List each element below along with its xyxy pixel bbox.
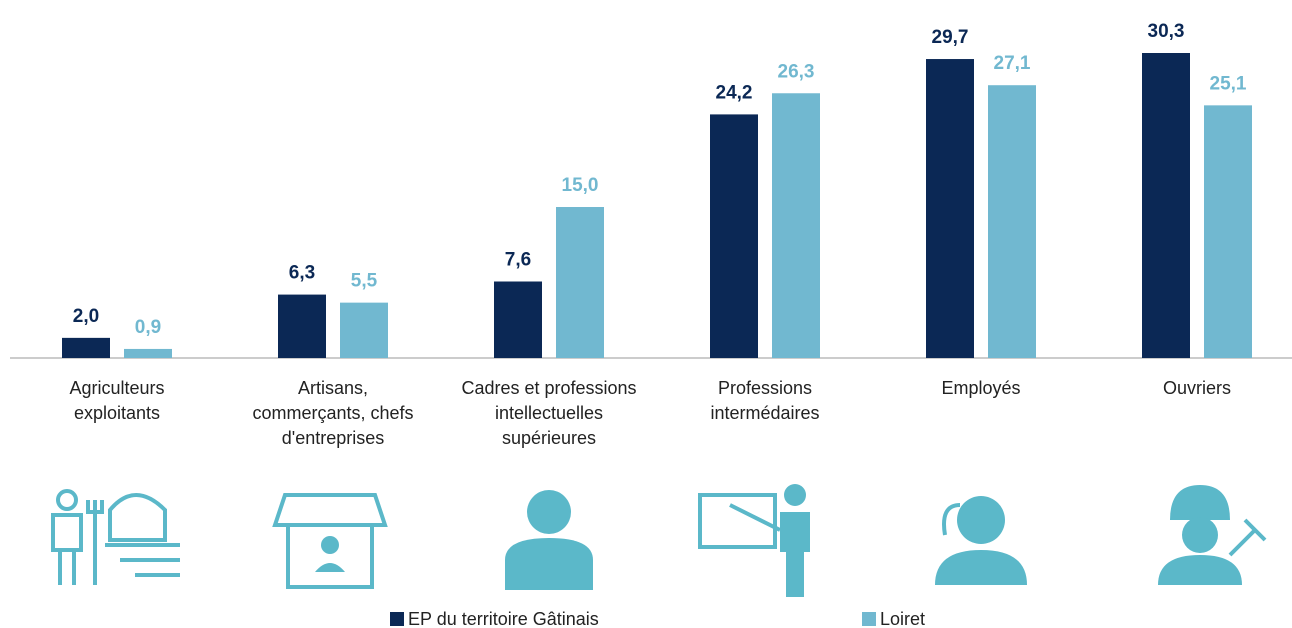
bar: [278, 294, 326, 358]
x-tick-label: Ouvriers: [1162, 378, 1231, 398]
value-label: 0,9: [135, 317, 161, 338]
icon-shop: [272, 493, 388, 589]
bar: [340, 302, 388, 358]
value-label: 25,1: [1210, 73, 1247, 94]
icon-phone: [935, 496, 1027, 585]
value-label: 29,7: [932, 27, 969, 48]
icon-worker: [1158, 485, 1267, 585]
bar: [556, 207, 604, 358]
value-label: 7,6: [505, 250, 531, 271]
legend-swatch: [390, 612, 404, 626]
bar: [710, 114, 758, 358]
x-tick-label: Employés: [941, 378, 1021, 398]
bar: [926, 59, 974, 358]
icon-teacher: [698, 484, 810, 597]
icon-manager: [505, 490, 593, 590]
value-label: 26,3: [778, 61, 815, 82]
bar: [62, 337, 110, 358]
bar: [494, 281, 542, 358]
value-label: 5,5: [351, 271, 378, 292]
icon-farmer: [51, 489, 180, 585]
value-label: 30,3: [1148, 21, 1185, 42]
value-label: 15,0: [562, 175, 599, 196]
bar: [124, 348, 172, 358]
legend-label: EP du territoire Gâtinais: [408, 609, 599, 628]
legend-swatch: [862, 612, 876, 626]
value-label: 2,0: [73, 306, 99, 327]
bar: [1204, 105, 1252, 358]
value-label: 27,1: [994, 53, 1031, 74]
value-label: 24,2: [716, 82, 753, 103]
x-tick-label: Professions intermédaires: [710, 378, 820, 423]
x-tick-label: Artisans, commerçants, chefs d'entrepris…: [252, 378, 414, 448]
value-label: 6,3: [289, 263, 315, 284]
bar: [772, 93, 820, 358]
bar: [988, 85, 1036, 359]
x-tick-label: Agriculteurs exploitants: [69, 378, 165, 423]
icons: [51, 484, 1267, 597]
legend-label: Loiret: [880, 609, 925, 628]
bar: [1142, 53, 1190, 358]
x-tick-label: Cadres et professions intellectuelles su…: [461, 378, 637, 448]
